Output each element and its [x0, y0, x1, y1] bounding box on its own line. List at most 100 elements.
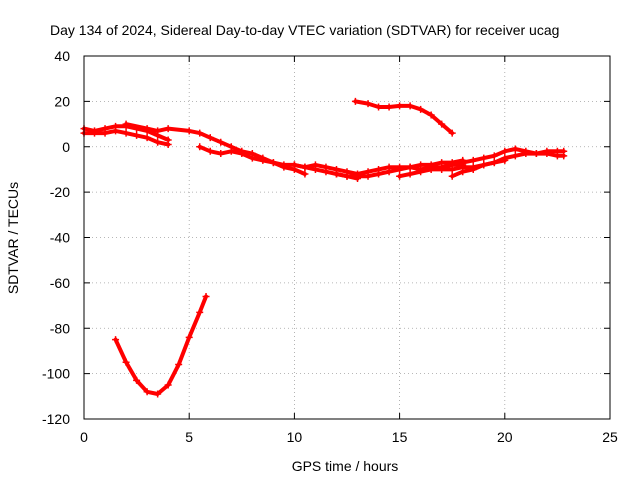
- data-point: [91, 129, 99, 137]
- data-point: [154, 127, 162, 135]
- data-point: [280, 161, 288, 169]
- data-point: [185, 333, 193, 341]
- data-point: [238, 150, 246, 158]
- data-point: [511, 152, 519, 160]
- data-point: [469, 165, 477, 173]
- data-point: [396, 102, 404, 110]
- series-line: [113, 294, 208, 396]
- data-point: [112, 336, 120, 344]
- data-point: [143, 388, 151, 396]
- data-point: [427, 165, 435, 173]
- data-point: [301, 163, 309, 171]
- data-point: [206, 147, 214, 155]
- plot-frame: [83, 55, 611, 420]
- data-point: [417, 161, 425, 169]
- data-point: [480, 154, 488, 162]
- series-arc-9: [459, 145, 568, 167]
- x-tick-label: 5: [185, 429, 193, 445]
- data-point: [438, 159, 446, 167]
- data-point: [227, 147, 235, 155]
- data-point: [427, 111, 435, 119]
- data-point: [259, 156, 267, 164]
- data-point: [438, 120, 446, 128]
- series-arc-10: [351, 97, 456, 137]
- data-point: [101, 129, 109, 137]
- x-tick-label: 20: [497, 429, 513, 445]
- data-point: [185, 127, 193, 135]
- data-point: [364, 172, 372, 180]
- data-point: [469, 156, 477, 164]
- data-point: [301, 170, 309, 178]
- data-point: [112, 127, 120, 135]
- data-point: [448, 172, 456, 180]
- data-point: [543, 150, 551, 158]
- data-point: [196, 308, 204, 316]
- y-tick-label: -40: [50, 230, 70, 246]
- y-tick-label: -60: [50, 275, 70, 291]
- data-point: [133, 376, 141, 384]
- data-point: [164, 381, 172, 389]
- data-point: [375, 170, 383, 178]
- data-point: [448, 159, 456, 167]
- data-point: [143, 125, 151, 133]
- data-point: [459, 159, 467, 167]
- data-point: [196, 129, 204, 137]
- data-point: [385, 103, 393, 111]
- x-tick-label: 0: [80, 429, 88, 445]
- data-point: [480, 161, 488, 169]
- x-tick-label: 10: [287, 429, 303, 445]
- data-point: [217, 138, 225, 146]
- chart-title: Day 134 of 2024, Sidereal Day-to-day VTE…: [50, 22, 559, 38]
- data-point: [406, 163, 414, 171]
- data-point: [122, 129, 130, 137]
- data-point: [206, 134, 214, 142]
- data-point: [248, 154, 256, 162]
- data-point: [217, 150, 225, 158]
- x-axis-label: GPS time / hours: [292, 458, 399, 474]
- data-point: [269, 159, 277, 167]
- data-point: [133, 131, 141, 139]
- data-point: [154, 390, 162, 398]
- y-tick-label: 0: [62, 139, 70, 155]
- data-point: [501, 154, 509, 162]
- data-point: [385, 168, 393, 176]
- data-point: [417, 105, 425, 113]
- data-point: [501, 147, 509, 155]
- data-point: [490, 159, 498, 167]
- data-point: [175, 361, 183, 369]
- y-axis-label: SDTVAR / TECUs: [5, 182, 21, 294]
- data-point: [164, 140, 172, 148]
- data-point: [459, 168, 467, 176]
- data-point: [196, 143, 204, 151]
- y-tick-label: -120: [42, 411, 70, 427]
- data-point: [417, 168, 425, 176]
- series-arc-11: [112, 292, 210, 398]
- data-point: [406, 102, 414, 110]
- data-point: [143, 134, 151, 142]
- y-tick-label: 40: [54, 48, 70, 64]
- y-tick-label: -20: [50, 184, 70, 200]
- data-point: [332, 170, 340, 178]
- data-point: [351, 97, 359, 105]
- data-point: [396, 165, 404, 173]
- tick-labels: 0 5 10 15 20 25 40 20 0 -20 -40 -60 -80 -100 -120: [42, 48, 618, 445]
- y-tick-label: -100: [42, 366, 70, 382]
- data-point: [553, 152, 561, 160]
- x-tick-label: 15: [392, 429, 408, 445]
- x-tick-label: 25: [602, 429, 618, 445]
- data-series: [80, 97, 568, 398]
- data-point: [438, 165, 446, 173]
- data-point: [448, 129, 456, 137]
- data-point: [122, 120, 130, 128]
- data-point: [448, 165, 456, 173]
- data-point: [354, 172, 362, 180]
- y-tick-label: -80: [50, 320, 70, 336]
- y-tick-label: 20: [54, 93, 70, 109]
- data-point: [202, 292, 210, 300]
- data-point: [406, 170, 414, 178]
- data-point: [154, 138, 162, 146]
- data-point: [522, 147, 530, 155]
- series-arc-6: [332, 156, 467, 180]
